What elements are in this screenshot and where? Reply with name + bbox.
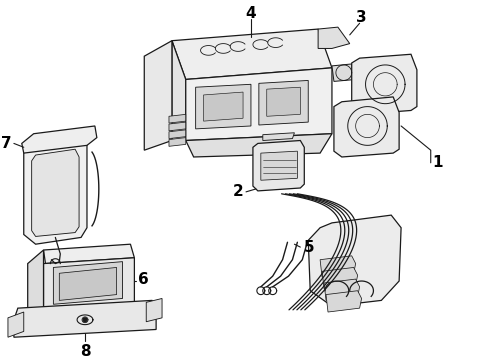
Polygon shape bbox=[169, 122, 186, 131]
Polygon shape bbox=[53, 262, 122, 304]
Polygon shape bbox=[169, 114, 186, 123]
Polygon shape bbox=[318, 27, 350, 49]
Polygon shape bbox=[261, 151, 297, 180]
Polygon shape bbox=[44, 258, 134, 308]
Polygon shape bbox=[22, 126, 97, 153]
Polygon shape bbox=[203, 92, 243, 121]
Polygon shape bbox=[24, 136, 87, 244]
Polygon shape bbox=[352, 54, 417, 114]
Polygon shape bbox=[44, 244, 134, 264]
Polygon shape bbox=[14, 300, 156, 337]
Text: 2: 2 bbox=[232, 184, 243, 199]
Polygon shape bbox=[146, 298, 162, 322]
Text: 8: 8 bbox=[80, 344, 90, 359]
Text: 3: 3 bbox=[356, 10, 367, 25]
Polygon shape bbox=[326, 291, 362, 312]
Polygon shape bbox=[169, 130, 186, 139]
Polygon shape bbox=[267, 87, 300, 116]
Text: 7: 7 bbox=[1, 136, 12, 151]
Circle shape bbox=[83, 318, 87, 322]
Polygon shape bbox=[172, 29, 332, 80]
Polygon shape bbox=[263, 133, 294, 140]
Polygon shape bbox=[169, 138, 186, 146]
Polygon shape bbox=[186, 68, 332, 140]
Polygon shape bbox=[32, 149, 79, 237]
Polygon shape bbox=[259, 80, 308, 125]
Text: 5: 5 bbox=[304, 240, 315, 255]
Polygon shape bbox=[196, 84, 251, 129]
Polygon shape bbox=[186, 134, 332, 157]
Text: 1: 1 bbox=[433, 155, 443, 170]
Text: 6: 6 bbox=[138, 271, 149, 287]
Polygon shape bbox=[322, 267, 358, 289]
Polygon shape bbox=[308, 215, 401, 306]
Polygon shape bbox=[172, 41, 186, 140]
Polygon shape bbox=[332, 64, 356, 81]
Polygon shape bbox=[28, 250, 44, 320]
Polygon shape bbox=[8, 312, 24, 337]
Polygon shape bbox=[334, 97, 399, 157]
Polygon shape bbox=[320, 256, 356, 277]
Polygon shape bbox=[59, 267, 117, 300]
Polygon shape bbox=[144, 41, 172, 150]
Text: 4: 4 bbox=[245, 6, 256, 21]
Polygon shape bbox=[253, 140, 304, 191]
Polygon shape bbox=[324, 279, 360, 300]
